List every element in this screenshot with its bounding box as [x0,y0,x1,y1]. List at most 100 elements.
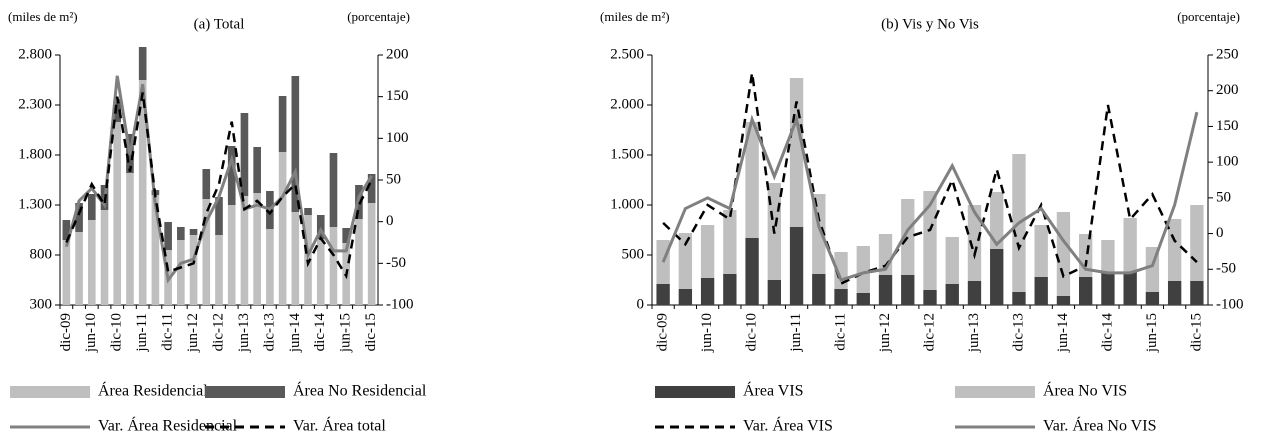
x-tick-label: dic-09 [655,313,671,351]
chart-title: (a) Total [194,16,245,32]
bar [678,289,693,305]
bar [1012,292,1026,305]
y2-tick-label: 0 [386,213,394,229]
bar [923,191,937,290]
chart-title: (b) Vis y No Vis [881,16,979,32]
legend-swatch [655,386,735,398]
bar [329,227,338,305]
x-tick-label: jun-14 [1055,313,1071,354]
y2-tick-label: -100 [386,296,414,312]
y2-tick-label: 200 [1216,82,1239,98]
bar [812,274,826,305]
bar [1123,218,1137,272]
bar [316,239,325,305]
x-tick-label: jun-13 [236,313,252,353]
bar [767,280,781,305]
bar [745,122,759,238]
bar [1167,281,1182,305]
bar [342,228,351,243]
bar [1190,205,1204,281]
y2-tick-label: 50 [386,171,401,187]
bar [227,205,236,305]
y2-axis-label: (porcentaje) [1177,9,1240,24]
y-axis-label: (miles de m²) [600,9,670,24]
bar [1056,212,1071,296]
y-tick-label: 2.300 [18,96,52,112]
bar [700,278,715,305]
legend-label: Var. Área total [293,416,386,435]
bar [990,192,1004,249]
x-tick-label: dic-10 [744,313,760,351]
legend-label: Var. Área VIS [743,416,833,435]
bar [745,238,759,305]
bar [87,220,96,305]
y2-tick-label: 50 [1216,189,1231,205]
bar [834,289,848,305]
y-tick-label: 300 [30,296,53,312]
bar [278,96,287,152]
legend-label: Área Residencial [98,381,208,400]
x-tick-label: jun-12 [185,313,201,353]
x-tick-label: dic-14 [1099,313,1115,352]
bar [151,195,160,305]
bar [189,235,198,305]
bar [240,196,249,305]
y-tick-label: 1.000 [610,196,644,212]
bar [355,219,363,305]
bar [253,193,261,305]
bar [1190,281,1204,305]
bar [1101,272,1115,305]
x-tick-label: dic-15 [363,313,379,351]
y2-tick-label: 150 [386,88,409,104]
bar [278,152,287,305]
y-tick-label: 2.500 [610,46,644,62]
bar [113,99,122,122]
bar [967,205,982,281]
bar [329,153,338,227]
y2-tick-label: -50 [386,255,406,271]
x-tick-label: jun-13 [966,313,982,353]
bar [100,210,109,305]
x-tick-label: jun-15 [338,313,354,353]
bar [923,290,937,305]
y2-tick-label: 100 [1216,154,1239,170]
bar [202,169,211,199]
bar [945,284,959,305]
legend-label: Área VIS [743,381,804,400]
x-tick-label: dic-13 [261,313,277,351]
line [64,75,373,284]
bar [202,199,211,305]
x-tick-label: dic-11 [832,313,848,351]
x-tick-label: dic-13 [1010,313,1026,351]
x-tick-label: jun-14 [287,313,303,354]
bar [75,232,83,305]
bar [878,275,893,305]
x-tick-label: dic-15 [1188,313,1204,351]
x-tick-label: jun-11 [788,313,804,353]
legend-label: Var. Área Residencial [98,416,238,435]
bar [291,76,300,212]
y2-tick-label: -50 [1216,261,1236,277]
x-tick-label: jun-10 [699,313,715,353]
y-tick-label: 500 [622,246,645,262]
bar [901,275,915,305]
bar [1034,277,1048,305]
bar [62,220,71,240]
bar [75,203,83,232]
legend-label: Área No Residencial [293,381,427,400]
bar [967,281,982,305]
y-axis-label: (miles de m²) [8,9,78,24]
bar [990,249,1004,305]
y-tick-label: 1.500 [610,146,644,162]
y-tick-label: 800 [30,246,53,262]
y2-axis-label: (porcentaje) [347,9,410,24]
bar [189,229,198,235]
bar [215,235,223,305]
bar [291,212,300,305]
bar [316,215,325,239]
x-tick-label: dic-12 [210,313,226,351]
bar [656,284,670,305]
bar [700,225,715,278]
bar [789,227,804,305]
